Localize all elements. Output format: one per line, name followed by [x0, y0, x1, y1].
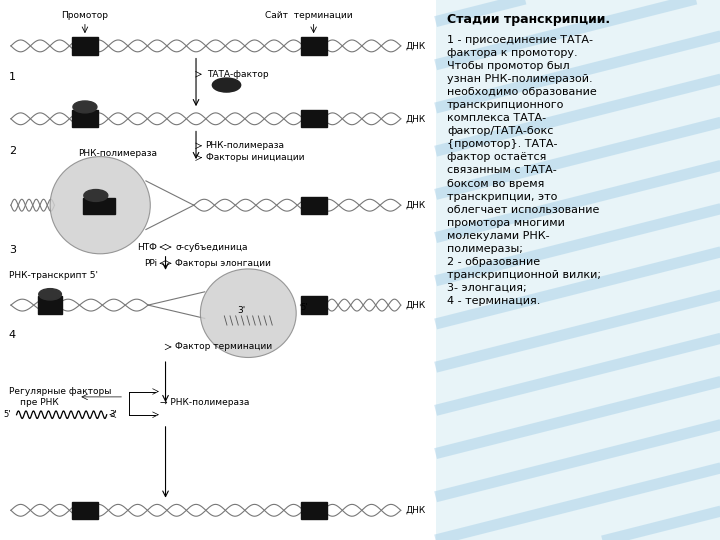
Bar	[72, 37, 98, 55]
Bar	[72, 502, 98, 519]
Bar	[300, 296, 327, 314]
Bar	[300, 502, 327, 519]
Text: Стадии транскрипции.: Стадии транскрипции.	[447, 14, 610, 26]
Text: Сайт  терминации: Сайт терминации	[266, 11, 353, 20]
Text: ДНК: ДНК	[405, 201, 426, 210]
Text: РНК-полимераза: РНК-полимераза	[78, 150, 158, 158]
FancyBboxPatch shape	[0, 0, 436, 540]
Text: ТАТА-фактор: ТАТА-фактор	[207, 70, 269, 79]
Text: Фактор терминации: Фактор терминации	[175, 342, 272, 352]
Text: → РНК-полимераза: → РНК-полимераза	[160, 398, 249, 407]
Text: РНК-транскрипт 5': РНК-транскрипт 5'	[9, 271, 98, 280]
Bar	[72, 110, 98, 127]
Text: пре РНК: пре РНК	[19, 398, 58, 407]
Ellipse shape	[39, 288, 61, 300]
Text: σ-субъединица: σ-субъединица	[175, 242, 248, 252]
Text: Регулярные факторы: Регулярные факторы	[9, 387, 111, 396]
Text: ДНК: ДНК	[405, 114, 426, 123]
Text: 5': 5'	[300, 303, 308, 312]
Ellipse shape	[200, 269, 296, 357]
Text: Факторы инициации: Факторы инициации	[206, 153, 304, 162]
Bar	[300, 197, 327, 214]
Text: ДНК: ДНК	[405, 506, 426, 515]
Text: Факторы элонгации: Факторы элонгации	[175, 259, 271, 268]
Ellipse shape	[84, 190, 108, 201]
Text: 2: 2	[9, 146, 16, 156]
Text: 5': 5'	[4, 410, 11, 419]
Text: PPi: PPi	[144, 259, 157, 268]
Bar	[300, 110, 327, 127]
Bar	[83, 198, 115, 214]
Text: РНК-полимераза: РНК-полимераза	[206, 141, 284, 150]
Text: 1 - присоединение ТАТА-
фактора к промотору.
Чтобы промотор был
узнан РНК-полиме: 1 - присоединение ТАТА- фактора к промот…	[447, 35, 601, 306]
Bar	[300, 37, 327, 55]
Ellipse shape	[73, 101, 97, 113]
Ellipse shape	[212, 78, 240, 92]
Text: 3': 3'	[238, 306, 246, 315]
Text: Промотор: Промотор	[61, 11, 109, 20]
Text: 3': 3'	[109, 410, 117, 419]
Text: 3: 3	[9, 245, 16, 255]
Ellipse shape	[50, 157, 150, 254]
Text: ДНК: ДНК	[405, 42, 426, 50]
Text: 4: 4	[9, 330, 16, 340]
Text: ДНК: ДНК	[405, 301, 426, 309]
Text: 1: 1	[9, 72, 16, 82]
Bar	[38, 296, 62, 314]
Text: НТФ: НТФ	[137, 242, 157, 252]
